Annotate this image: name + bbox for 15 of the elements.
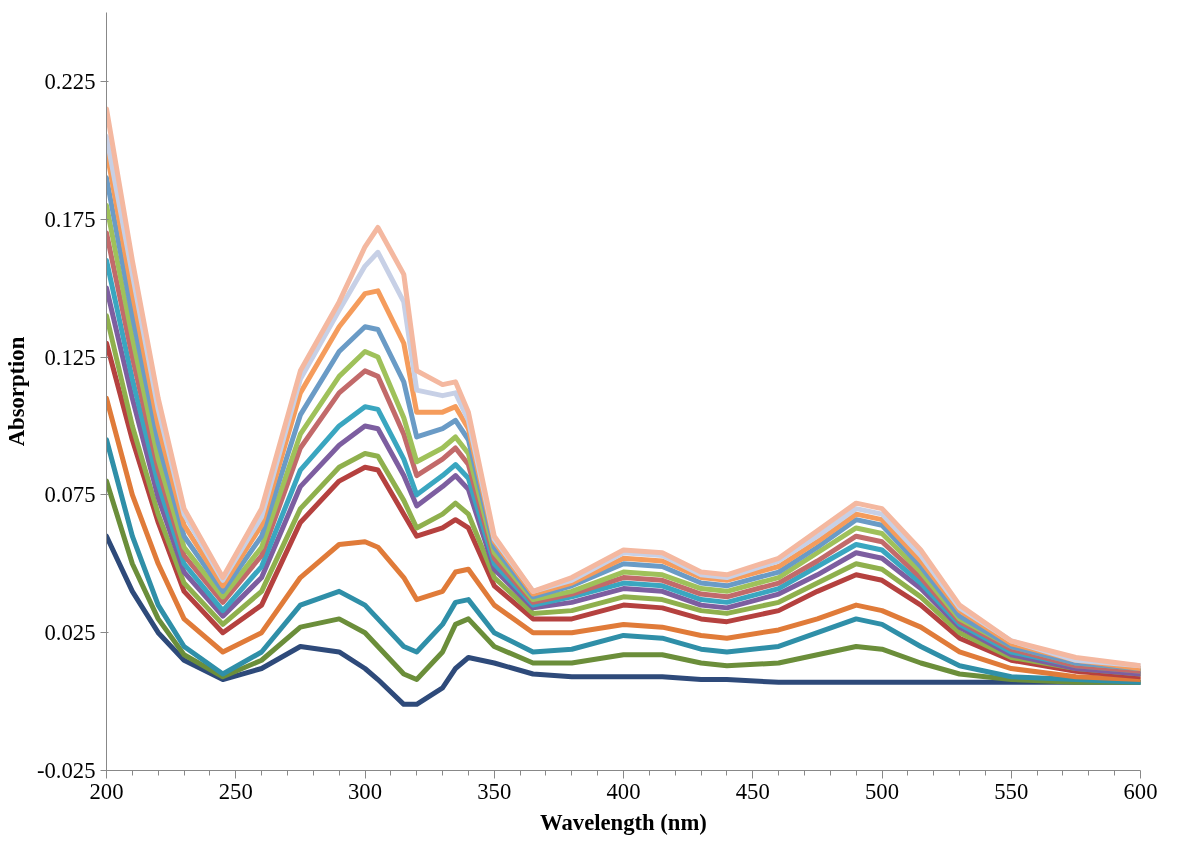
- y-axis-title: Absorption: [3, 336, 29, 447]
- x-tick-label: 400: [606, 778, 641, 804]
- x-tick-label: 550: [994, 778, 1029, 804]
- x-tick-label: 250: [218, 778, 253, 804]
- y-tick-label: 0.025: [44, 620, 96, 646]
- x-tick-label: 300: [348, 778, 382, 804]
- x-tick-label: 600: [1123, 778, 1158, 804]
- y-tick-label: 0.175: [44, 206, 96, 232]
- y-tick-label: 0.225: [44, 68, 96, 94]
- y-tick-label: 0.075: [44, 482, 96, 508]
- x-tick-label: 500: [865, 778, 899, 804]
- y-tick-label: 0.125: [44, 344, 96, 370]
- x-tick-label: 450: [735, 778, 770, 804]
- x-axis-title: Wavelength (nm): [540, 809, 707, 835]
- x-tick-label: 350: [477, 778, 512, 804]
